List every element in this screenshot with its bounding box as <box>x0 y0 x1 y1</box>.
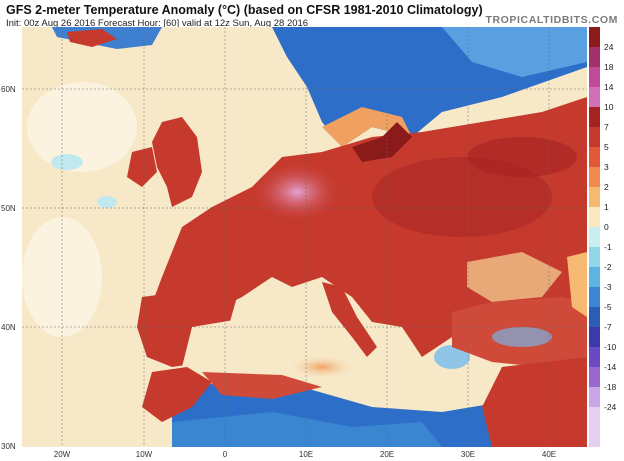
colorbar-segment <box>589 67 600 87</box>
morocco-land <box>142 367 212 422</box>
forecast-info: Init: 00z Aug 26 2016 Forecast Hour: [60… <box>6 18 309 29</box>
lat-label-50n: 50N <box>1 204 16 213</box>
turkey-cool <box>492 327 552 347</box>
colorbar-segment <box>589 227 600 247</box>
colorbar-segment <box>589 207 600 227</box>
lon-label-20e: 20E <box>379 450 395 459</box>
sahara-cold <box>172 412 442 447</box>
colorbar-segment <box>589 107 600 127</box>
aegean-cool <box>434 345 470 369</box>
mediterranean-warm <box>287 355 357 379</box>
lat-label-60n: 60N <box>1 85 16 94</box>
colorbar-segment <box>589 367 600 387</box>
colorbar-label: -3 <box>604 282 612 292</box>
colorbar-segment <box>589 407 600 447</box>
colorbar-segment <box>589 167 600 187</box>
colorbar-label: 0 <box>604 222 609 232</box>
caspian-sea <box>567 252 587 317</box>
colorbar-label: 14 <box>604 82 614 92</box>
colorbar-label: 3 <box>604 162 609 172</box>
colorbar-segment <box>589 267 600 287</box>
great-britain-land <box>152 117 202 207</box>
site-brand: TROPICALTIDBITS.COM <box>485 14 618 26</box>
eastern-hot-area <box>372 157 552 237</box>
lat-label-40n: 40N <box>1 323 16 332</box>
colorbar-segment <box>589 347 600 367</box>
scandinavia-warm <box>322 107 412 147</box>
colorbar-segment <box>589 147 600 167</box>
colorbar-segment <box>589 287 600 307</box>
colorbar-label: -14 <box>604 362 617 372</box>
algeria-coast <box>202 372 322 399</box>
lon-label-40e: 40E <box>541 450 557 459</box>
colorbar-label: 1 <box>604 202 609 212</box>
anomaly-map <box>22 27 587 447</box>
lon-label-10e: 10E <box>298 450 314 459</box>
colorbar-segment <box>589 87 600 107</box>
colorbar-label: 2 <box>604 182 609 192</box>
colorbar-label: -7 <box>604 322 612 332</box>
page-title: GFS 2-meter Temperature Anomaly (°C) (ba… <box>6 3 483 17</box>
colorbar-label: -2 <box>604 262 612 272</box>
iceland-land <box>67 29 117 47</box>
russia-dark-area <box>467 137 577 177</box>
colorbar-label: 10 <box>604 102 614 112</box>
colorbar-label: -1 <box>604 242 612 252</box>
colorbar-label: 5 <box>604 142 609 152</box>
colorbar-segment <box>589 127 600 147</box>
colorbar-segment <box>589 47 600 67</box>
lon-label-10w: 10W <box>135 450 153 459</box>
lon-label-30e: 30E <box>460 450 476 459</box>
atlantic-cool-patch <box>27 82 137 172</box>
graticule <box>22 27 587 447</box>
atlantic-cyan-patch <box>51 154 83 170</box>
black-sea <box>467 252 562 302</box>
colorbar-segment <box>589 27 600 47</box>
colorbar-label: 7 <box>604 122 609 132</box>
colorbar-segment <box>589 387 600 407</box>
baltic-sea <box>352 122 412 162</box>
colorbar-label: 18 <box>604 62 614 72</box>
lon-label-0: 0 <box>222 450 228 459</box>
colorbar-segment <box>589 327 600 347</box>
colorbar-segment <box>589 247 600 267</box>
atlantic-cyan-patch <box>97 196 117 208</box>
colorbar-segment <box>589 307 600 327</box>
colorbar <box>589 27 600 447</box>
lon-label-20w: 20W <box>53 450 71 459</box>
colorbar-label: -10 <box>604 342 617 352</box>
ireland-land <box>127 147 157 187</box>
colorbar-label: -18 <box>604 382 617 392</box>
colorbar-label: 24 <box>604 42 614 52</box>
colorbar-segment <box>589 187 600 207</box>
germany-hot-area <box>252 162 342 222</box>
colorbar-label: -24 <box>604 402 617 412</box>
lat-label-30n: 30N <box>1 442 16 451</box>
middle-east-land <box>482 357 587 447</box>
barents-area <box>442 27 587 77</box>
italy-land <box>322 282 377 357</box>
colorbar-label: -5 <box>604 302 612 312</box>
